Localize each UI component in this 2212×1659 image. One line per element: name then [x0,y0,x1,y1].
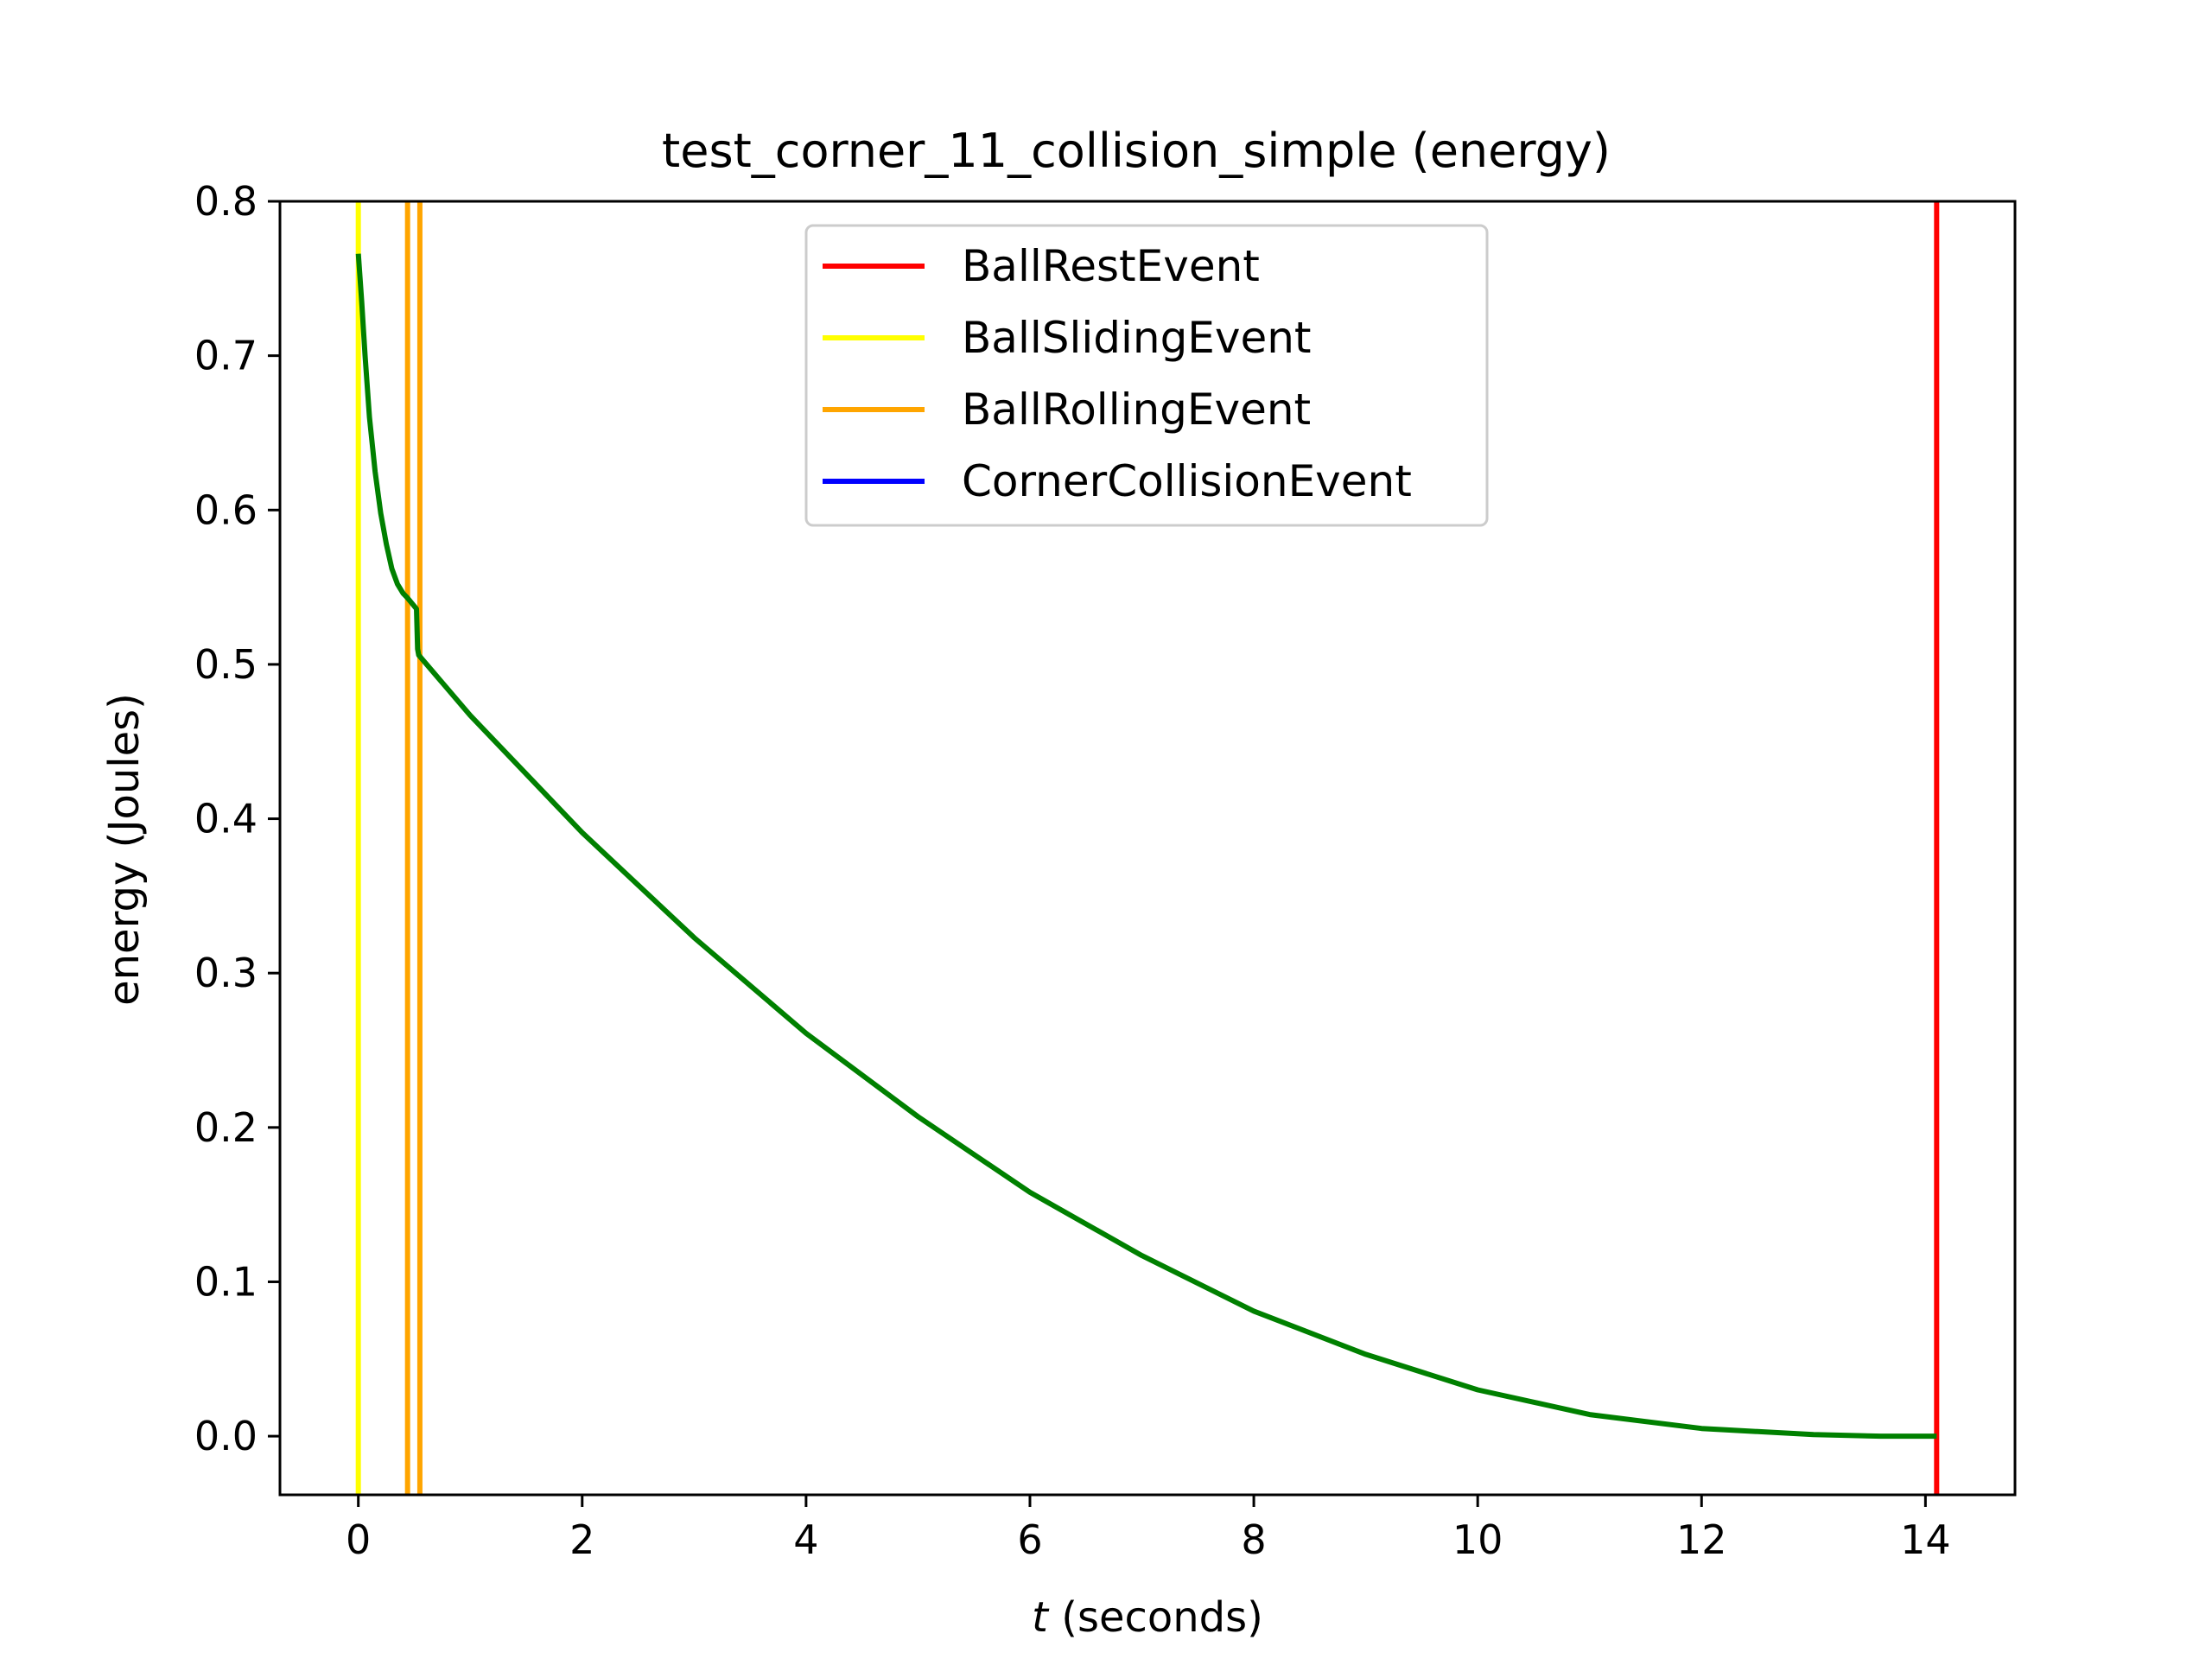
y-tick-label: 0.7 [194,333,257,379]
x-tick-label: 0 [346,1516,371,1563]
legend-label-ballrestevent: BallRestEvent [962,241,1260,291]
legend: BallRestEvent BallSlidingEvent BallRolling… [804,224,1489,527]
y-axis-ticks: 0.0 0.1 0.2 0.3 0.4 0.5 0.6 0.7 0.8 [194,178,280,1459]
axes-frame [278,200,2017,1497]
event-lines [355,201,1940,1495]
legend-box [804,224,1489,527]
legend-items: BallRestEvent BallSlidingEvent BallRolling… [823,241,1412,506]
x-tick-label: 14 [1900,1516,1951,1563]
x-axis-label: t (seconds) [1032,1593,1263,1642]
x-axis-variable: t [1032,1593,1050,1642]
y-tick-label: 0.5 [194,641,257,688]
x-tick-label: 2 [569,1516,594,1563]
x-tick-label: 8 [1241,1516,1266,1563]
legend-label-ballslidingevent: BallSlidingEvent [962,313,1312,363]
y-tick-label: 0.2 [194,1104,257,1151]
chart-title: test_corner_11_collision_simple (energy) [662,124,1611,178]
x-tick-label: 12 [1676,1516,1727,1563]
energy-series-line [355,253,1937,1440]
y-tick-label: 0.0 [194,1413,257,1459]
legend-label-cornercollisionevent: CornerCollisionEvent [962,456,1412,506]
x-tick-label: 6 [1017,1516,1042,1563]
x-axis-unit: (seconds) [1048,1593,1263,1642]
x-axis-ticks: 0 2 4 6 8 10 12 14 [346,1495,1951,1563]
y-axis-label: energy (Joules) [100,693,149,1006]
y-tick-label: 0.4 [194,796,257,842]
x-tick-label: 4 [793,1516,818,1563]
x-tick-label: 10 [1452,1516,1503,1563]
legend-label-ballrollingevent: BallRollingEvent [962,385,1311,435]
y-tick-label: 0.8 [194,178,257,225]
y-tick-label: 0.1 [194,1258,257,1305]
y-tick-label: 0.3 [194,950,257,996]
y-tick-label: 0.6 [194,486,257,533]
